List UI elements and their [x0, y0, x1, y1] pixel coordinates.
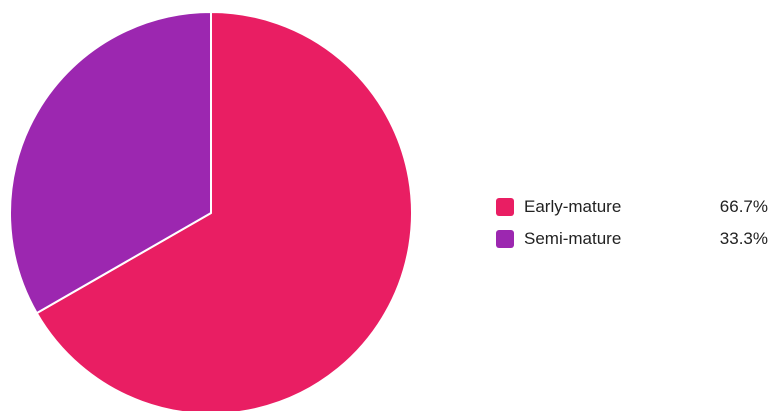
legend-value-semi-mature: 33.3% — [719, 229, 768, 248]
legend-item-semi-mature: Semi-mature 33.3% — [496, 228, 772, 260]
pie-slices — [8, 11, 413, 411]
legend-label-early-mature: Early-mature — [524, 197, 622, 216]
legend-swatch-early-mature — [496, 198, 514, 216]
legend-swatch-semi-mature — [496, 230, 514, 248]
legend-value-early-mature: 66.7% — [719, 197, 768, 216]
legend-label-semi-mature: Semi-mature — [524, 229, 622, 248]
pie-slice-early-mature — [35, 11, 413, 411]
legend-item-early-mature: Early-mature 66.7% — [496, 196, 772, 228]
legend: Early-mature 66.7% Semi-mature 33.3% — [496, 196, 772, 260]
pie-slice-semi-mature — [8, 11, 212, 315]
